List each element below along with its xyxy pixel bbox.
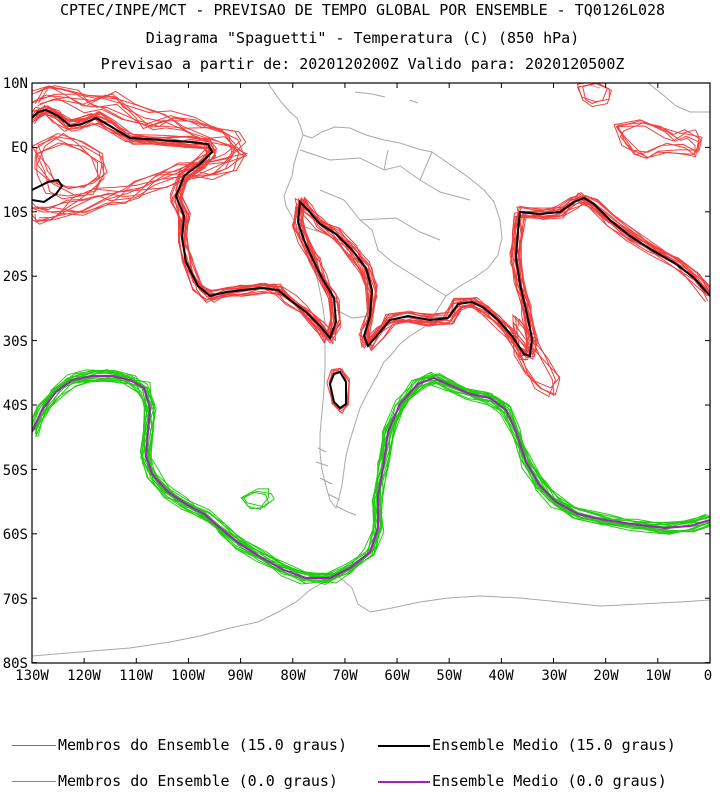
- lon-label: 130W: [15, 668, 49, 684]
- lat-label: 10N: [3, 76, 28, 92]
- member-15-small-loop: [34, 142, 108, 190]
- member-15-contour: [35, 109, 709, 355]
- ensemble-members-0: [32, 369, 710, 585]
- lon-label: 80W: [280, 668, 306, 684]
- legend-swatch-mean-0: [378, 781, 430, 783]
- member-15-contour: [36, 112, 710, 357]
- member-15-south-atlantic-loop: [514, 315, 557, 398]
- lon-label: 120W: [67, 668, 101, 684]
- member-15-south-atlantic-loop: [512, 318, 555, 397]
- lat-label: 50S: [3, 463, 28, 479]
- member-0-contour: [32, 374, 707, 580]
- member-0-contour: [37, 380, 709, 584]
- member-0-contour: [32, 369, 708, 576]
- central-america-coast: [267, 83, 304, 136]
- lon-label: 40W: [488, 668, 514, 684]
- member-15-atlantic-loop: [613, 119, 696, 156]
- mean-15-equator-loop: [32, 178, 64, 204]
- lon-label: 10W: [645, 668, 671, 684]
- latitude-ticks: [32, 82, 710, 664]
- lat-label: 40S: [3, 398, 28, 414]
- lat-label: 80S: [3, 656, 28, 672]
- lon-label: 0: [704, 668, 712, 684]
- mean-15-pacific: [32, 108, 710, 358]
- member-15-pacific-blob: [32, 94, 249, 214]
- legend-label-mean-0: Ensemble Medio (0.0 graus): [432, 772, 667, 790]
- member-0-contour: [32, 375, 710, 580]
- member-0-small-loop: [242, 490, 275, 508]
- member-15-small-loop: [36, 143, 99, 188]
- member-15-south-atlantic-loop: [512, 313, 561, 396]
- mean-15-island: [328, 370, 347, 410]
- lon-label: 20W: [593, 668, 619, 684]
- member-15-south-atlantic-loop: [512, 321, 561, 389]
- lon-label: 70W: [332, 668, 358, 684]
- country-borders: [295, 149, 471, 319]
- caribbean-islands: [354, 84, 601, 104]
- member-15-pacific-blob: [32, 85, 236, 225]
- member-15-island: [329, 368, 350, 413]
- africa-coast: [647, 83, 710, 113]
- mean-0-contour: [32, 375, 710, 579]
- legend-label-mean-15: Ensemble Medio (15.0 graus): [432, 736, 676, 754]
- lat-label: 20S: [3, 269, 28, 285]
- member-15-small-loop: [32, 132, 105, 200]
- lon-label: 30W: [541, 668, 567, 684]
- patagonia-islands: [315, 447, 357, 516]
- lat-label: 10S: [3, 205, 28, 221]
- ensemble-members-15: [32, 83, 710, 415]
- antarctica-coast: [32, 575, 710, 657]
- lat-label: 60S: [3, 527, 28, 543]
- lat-label: 30S: [3, 334, 28, 350]
- member-15-contour: [33, 112, 710, 354]
- ensemble-mean-15: [32, 108, 710, 410]
- header-subtitle: Diagrama "Spaguetti" - Temperatura (C) (…: [145, 29, 580, 47]
- member-15-pacific-blob: [34, 86, 247, 222]
- member-0-contour: [32, 375, 710, 576]
- lon-label: 110W: [119, 668, 153, 684]
- member-15-north-loop: [576, 83, 612, 108]
- lat-label: EQ: [11, 140, 28, 156]
- legend-swatch-mean-15: [378, 745, 430, 747]
- member-15-contour: [32, 111, 710, 357]
- axis-labels: 10N EQ 10S 20S 30S 40S 50S 60S 70S 80S 1…: [3, 76, 713, 684]
- header-title: CPTEC/INPE/MCT - PREVISAO DE TEMPO GLOBA…: [59, 1, 666, 19]
- legend-swatch-members-0: [12, 781, 56, 782]
- member-15-atlantic-loop: [619, 122, 700, 159]
- ensemble-mean-0: [32, 375, 710, 579]
- legend-label-members-15: Membros do Ensemble (15.0 graus): [58, 736, 347, 754]
- member-15-pacific-blob: [32, 95, 242, 213]
- lon-label: 50W: [436, 668, 462, 684]
- member-15-contour: [36, 111, 710, 361]
- longitude-ticks: [31, 83, 711, 663]
- lat-label: 70S: [3, 592, 28, 608]
- member-0-small-loop: [240, 488, 270, 510]
- coastlines: [32, 83, 710, 657]
- legend-swatch-members-15: [12, 745, 56, 746]
- header-validity: Previsao a partir de: 2020120200Z Valido…: [100, 55, 625, 73]
- lon-label: 100W: [171, 668, 205, 684]
- lon-label: 60W: [384, 668, 410, 684]
- lon-label: 90W: [227, 668, 253, 684]
- map-frame: [31, 82, 711, 664]
- member-15-atlantic-loop: [616, 125, 703, 159]
- legend-label-members-0: Membros do Ensemble (0.0 graus): [58, 772, 338, 790]
